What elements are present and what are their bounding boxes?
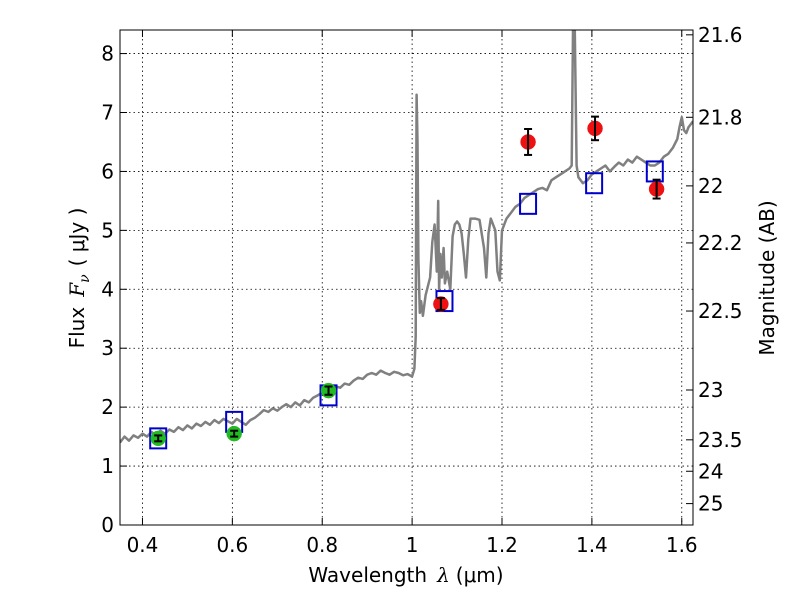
x-axis-label-unit: (μm) [456, 563, 504, 587]
model-square [585, 172, 604, 195]
model-square [149, 427, 168, 450]
x-tick-label: 1 [406, 533, 419, 557]
x-tick-label: 0.6 [216, 533, 248, 557]
y-tick-label: 3 [101, 336, 114, 360]
y2-tick-label: 23.5 [698, 428, 743, 452]
y-axis-label-subscript: ν [77, 274, 93, 283]
y-axis-label: Flux Fν ( μJy ) [65, 208, 93, 349]
y2-tick-label: 25 [698, 492, 723, 516]
y-tick-label: 5 [101, 218, 114, 242]
y-axis-label-prefix: Flux [65, 307, 89, 349]
y-tick-label: 1 [101, 454, 114, 478]
y2-tick-label: 24 [698, 459, 723, 483]
x-axis-label-symbol: λ [436, 563, 450, 587]
x-tick-label: 0.4 [127, 533, 159, 557]
y-tick-label: 8 [101, 42, 114, 66]
data-layer [120, 30, 693, 444]
x-tick-label: 1.6 [666, 533, 698, 557]
ticks: 0.4 0.6 0.8 1 1.2 1.4 1.601234567821.621.82222… [101, 23, 742, 557]
y2-tick-label: 21.8 [698, 105, 743, 129]
y-tick-label: 6 [101, 159, 114, 183]
y2-axis-label: Magnitude (AB) [755, 200, 779, 355]
y-tick-label: 2 [101, 395, 114, 419]
x-axis-label-prefix: Wavelength [308, 563, 427, 587]
y-axis-label-unit: ( μJy ) [65, 208, 89, 267]
spectrum-line [120, 30, 693, 444]
y-tick-label: 4 [101, 277, 114, 301]
y2-tick-label: 23 [698, 378, 723, 402]
y2-tick-label: 21.6 [698, 23, 743, 47]
y2-tick-label: 22.2 [698, 231, 743, 255]
y2-tick-label: 22 [698, 174, 723, 198]
y-tick-label: 7 [101, 101, 114, 125]
model-square [519, 192, 538, 215]
plot-frame [119, 29, 694, 526]
y-tick-label: 0 [101, 513, 114, 537]
model-square [645, 160, 664, 183]
plot-background [120, 30, 693, 525]
x-tick-label: 1.4 [576, 533, 608, 557]
marker-layer [149, 115, 665, 450]
y2-tick-label: 22.5 [698, 299, 743, 323]
x-tick-label: 1.2 [486, 533, 518, 557]
y-axis-label-symbol: F [65, 282, 89, 298]
x-axis-label: Wavelength λ (μm) [308, 563, 503, 587]
x-tick-label: 0.8 [306, 533, 338, 557]
